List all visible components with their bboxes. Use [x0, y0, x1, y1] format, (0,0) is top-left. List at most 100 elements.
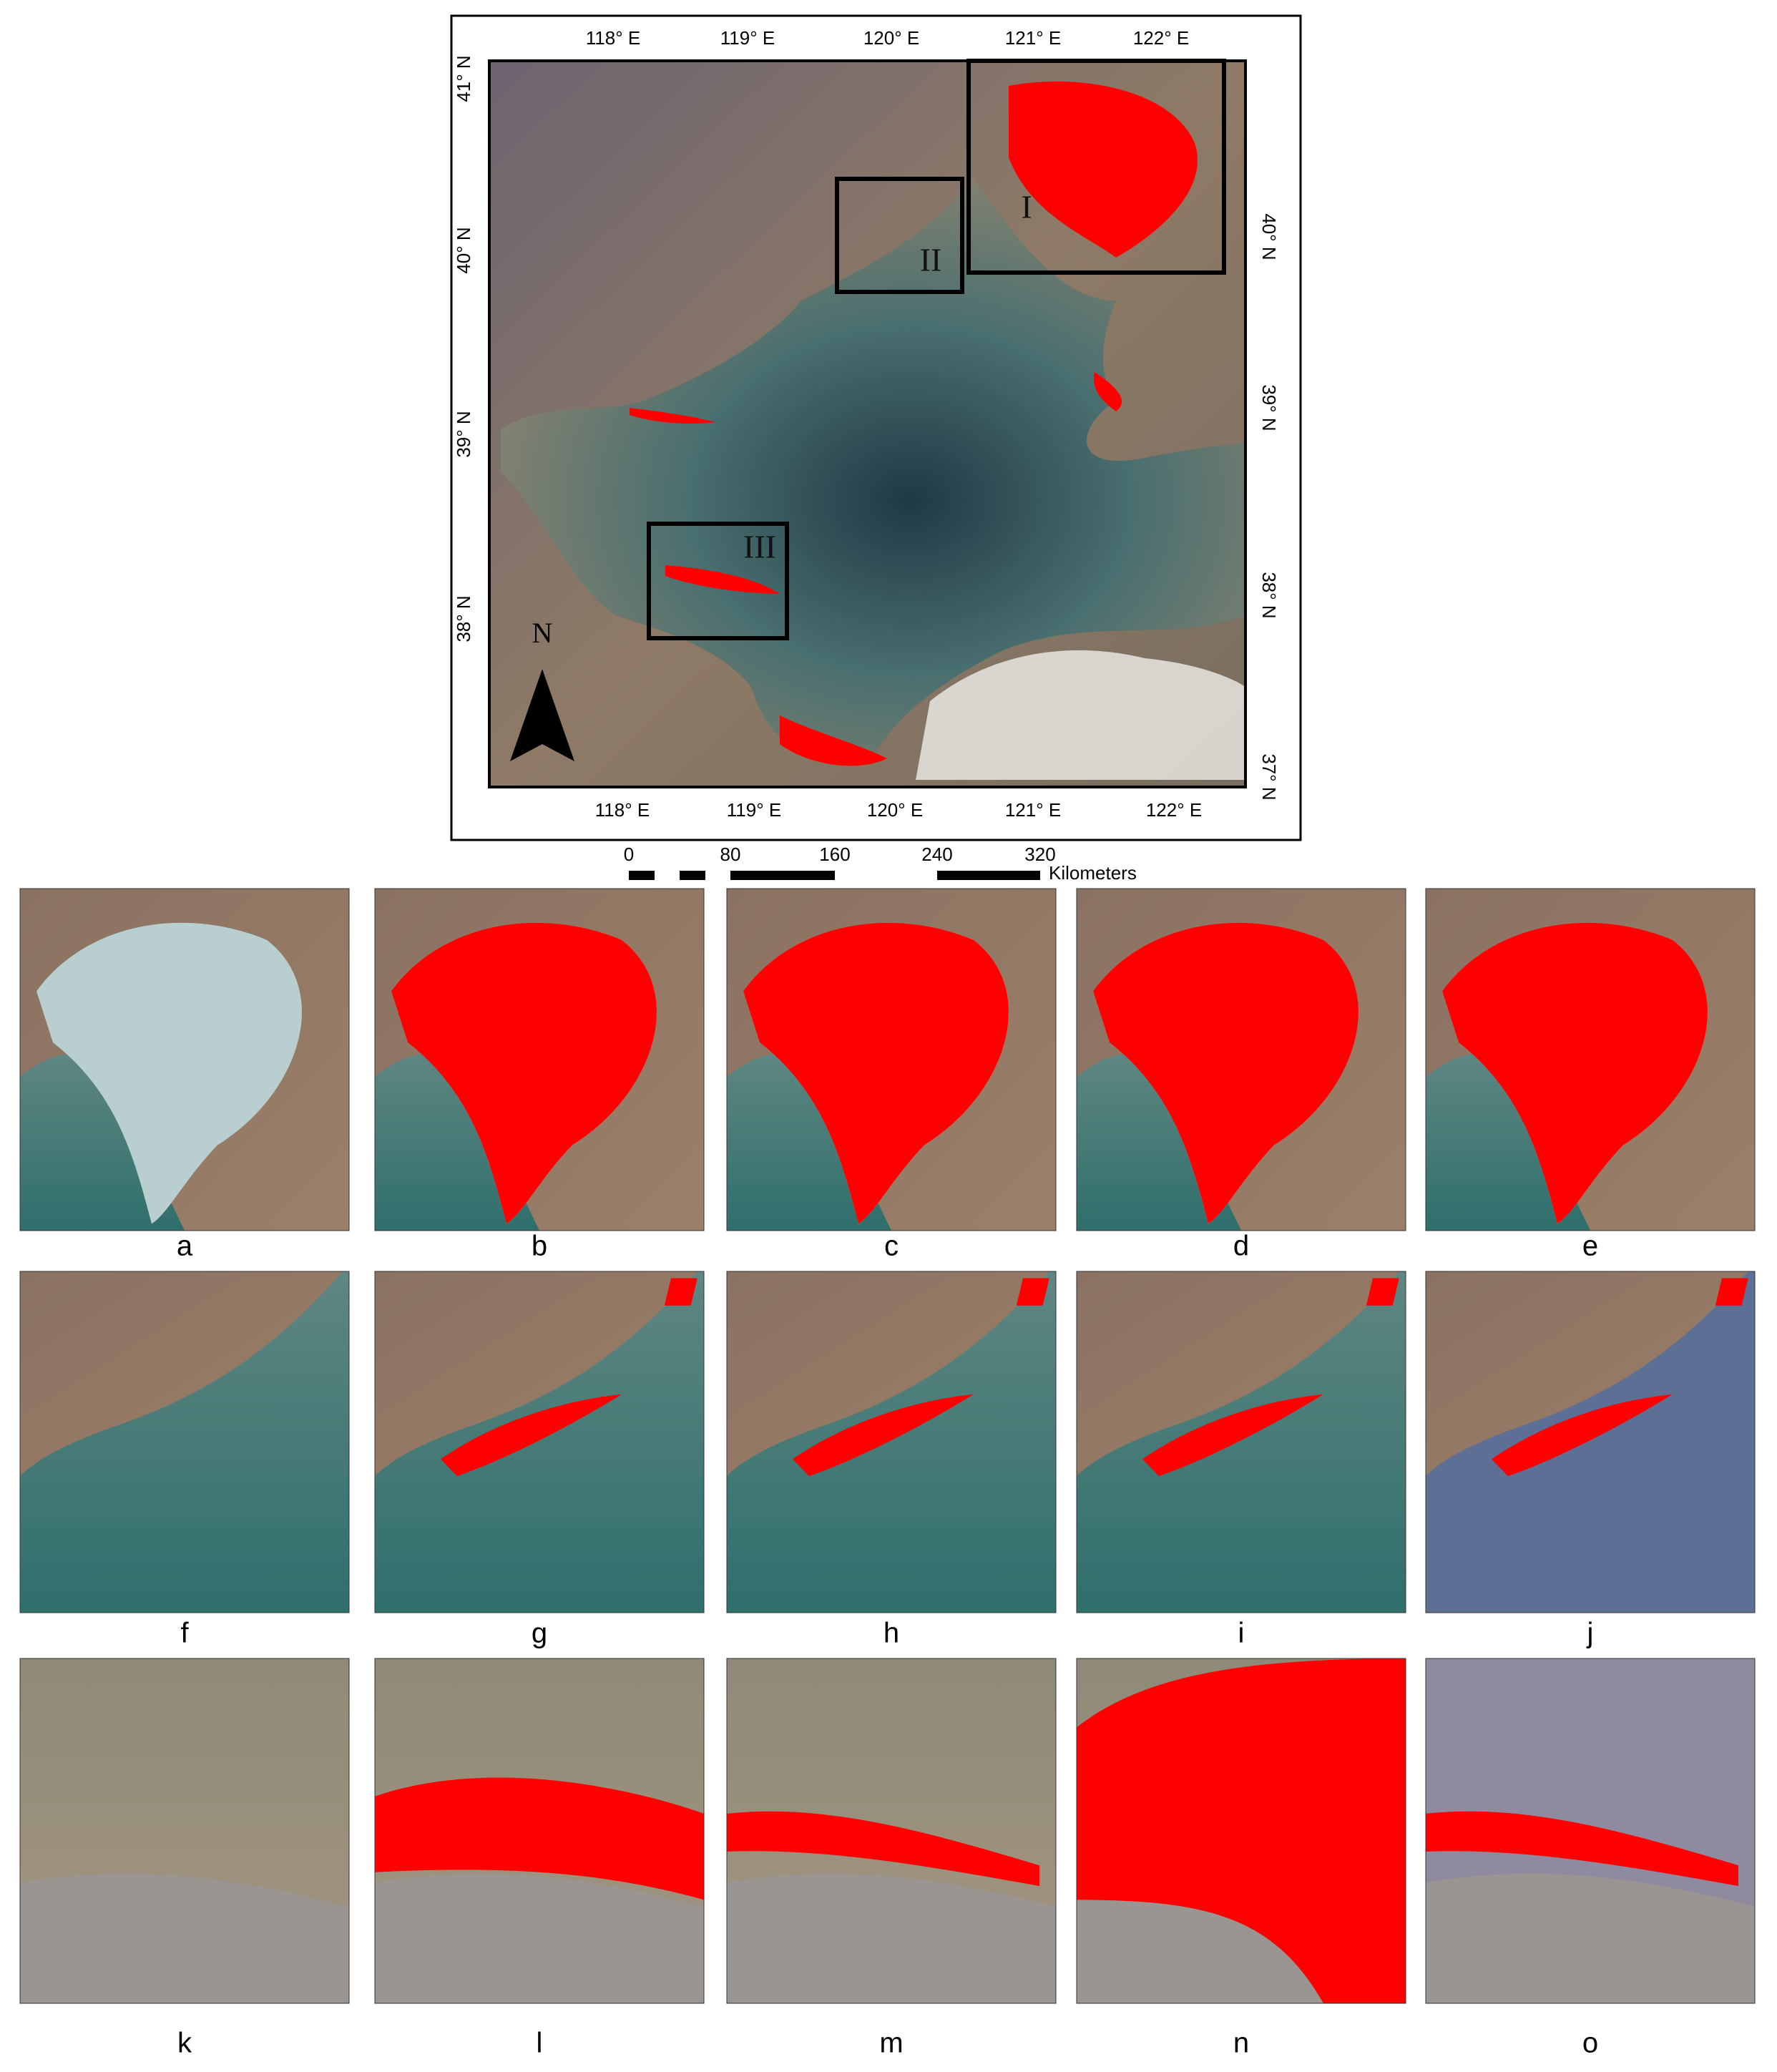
panel-label: g [532, 1618, 547, 1649]
left-axis-label: 39° N [453, 411, 474, 457]
panel-label: n [1233, 2028, 1249, 2059]
scale-tick-label: 320 [1024, 844, 1055, 865]
panel-label: o [1582, 2028, 1598, 2059]
panel-border [1425, 1271, 1756, 1613]
scale-tick-label: 80 [720, 844, 741, 865]
panel-border [726, 1271, 1057, 1613]
panel-border [1425, 1658, 1756, 2004]
panel-detection [727, 1811, 1039, 1887]
scale-tick-label: 160 [819, 844, 850, 865]
top-axis-label: 120° E [863, 27, 919, 49]
panel-label: h [883, 1618, 899, 1649]
panel [1425, 1658, 1756, 2004]
panel-label: d [1233, 1231, 1249, 1262]
panel [374, 888, 705, 1231]
region-box [966, 59, 1226, 275]
panel-border [19, 1658, 350, 2004]
panel-label: f [180, 1618, 189, 1649]
right-axis-label: 39° N [1258, 384, 1280, 431]
left-axis-label: 40° N [453, 227, 474, 273]
region-label: II [920, 242, 942, 278]
panel-label: e [1582, 1231, 1598, 1262]
right-axis-label: 40° N [1258, 213, 1280, 260]
panel-label: i [1238, 1618, 1245, 1649]
panel-border [1076, 888, 1406, 1231]
panel [1425, 1271, 1756, 1613]
panel-label: c [884, 1231, 899, 1262]
panel-label: k [177, 2028, 192, 2059]
panel-border [1076, 1658, 1406, 2004]
panel-detection [391, 922, 657, 1224]
panel-label: l [537, 2028, 543, 2059]
left-axis-label: 41° N [453, 55, 474, 102]
north-label: N [532, 617, 553, 649]
panel-detection [1426, 1811, 1738, 1887]
top-axis-label: 121° E [1005, 27, 1061, 49]
panel-land [375, 1271, 697, 1477]
panel [1425, 888, 1756, 1231]
panel-detection [375, 1777, 704, 1900]
panel-land [375, 1873, 704, 2003]
right-axis-label: 38° N [1258, 572, 1280, 618]
panel-detection [1442, 922, 1708, 1224]
panel-border [19, 888, 350, 1231]
left-axis-label: 38° N [453, 595, 474, 642]
panel-border [726, 1658, 1057, 2004]
panel-land [20, 1873, 349, 2003]
bottom-axis-label: 121° E [1005, 799, 1061, 821]
panel-land [727, 1873, 1056, 2003]
region-box [835, 177, 964, 294]
panel [374, 1271, 705, 1613]
region-label: I [1021, 189, 1032, 225]
panel-border [374, 888, 705, 1231]
panel-border [726, 888, 1057, 1231]
panel-detection [793, 1278, 1049, 1477]
panel-land [1426, 1873, 1755, 2003]
panel [374, 1658, 705, 2004]
top-axis-label: 118° E [586, 27, 640, 49]
panel-detection [1492, 1278, 1748, 1477]
panel-detection [1093, 922, 1359, 1224]
panel-label: a [177, 1231, 193, 1262]
panel [726, 888, 1057, 1231]
panel-label: m [879, 2028, 903, 2059]
panel-border [1425, 888, 1756, 1231]
panel-label: j [1587, 1618, 1594, 1649]
panel-detection [441, 1278, 697, 1477]
panel [726, 1271, 1057, 1613]
panel-border [19, 1271, 350, 1613]
right-axis-label: 37° N [1258, 753, 1280, 800]
panel [1076, 1271, 1406, 1613]
panel [19, 1658, 350, 2004]
panel-detection [1142, 1278, 1399, 1477]
region-label: III [743, 529, 776, 565]
panel-land [20, 1271, 343, 1477]
top-axis-label: 122° E [1133, 27, 1189, 49]
panel-land [1426, 1271, 1748, 1477]
bottom-axis-label: 118° E [595, 799, 650, 821]
scale-tick-label: 240 [921, 844, 952, 865]
bottom-axis-label: 119° E [727, 799, 781, 821]
scale-tick-label: 0 [624, 844, 634, 865]
scale-bar [629, 871, 1040, 880]
panel [1076, 888, 1406, 1231]
panel [19, 1271, 350, 1613]
north-arrow [510, 669, 574, 761]
map-border [488, 59, 1247, 788]
panel-border [1076, 1271, 1406, 1613]
panel [726, 1658, 1057, 2004]
panel-label: b [532, 1231, 547, 1262]
panel-ice [36, 922, 302, 1224]
panel-land [727, 1271, 1049, 1477]
panel-detection [1077, 1658, 1406, 2003]
bottom-axis-label: 122° E [1146, 799, 1202, 821]
panel-land [1077, 1271, 1399, 1477]
map-image [489, 61, 1245, 787]
panel-border [374, 1271, 705, 1613]
bottom-axis-label: 120° E [867, 799, 923, 821]
top-axis-label: 119° E [720, 27, 775, 49]
panel-border [374, 1658, 705, 2004]
panel [1076, 1658, 1406, 2004]
panel-detection [743, 922, 1009, 1224]
